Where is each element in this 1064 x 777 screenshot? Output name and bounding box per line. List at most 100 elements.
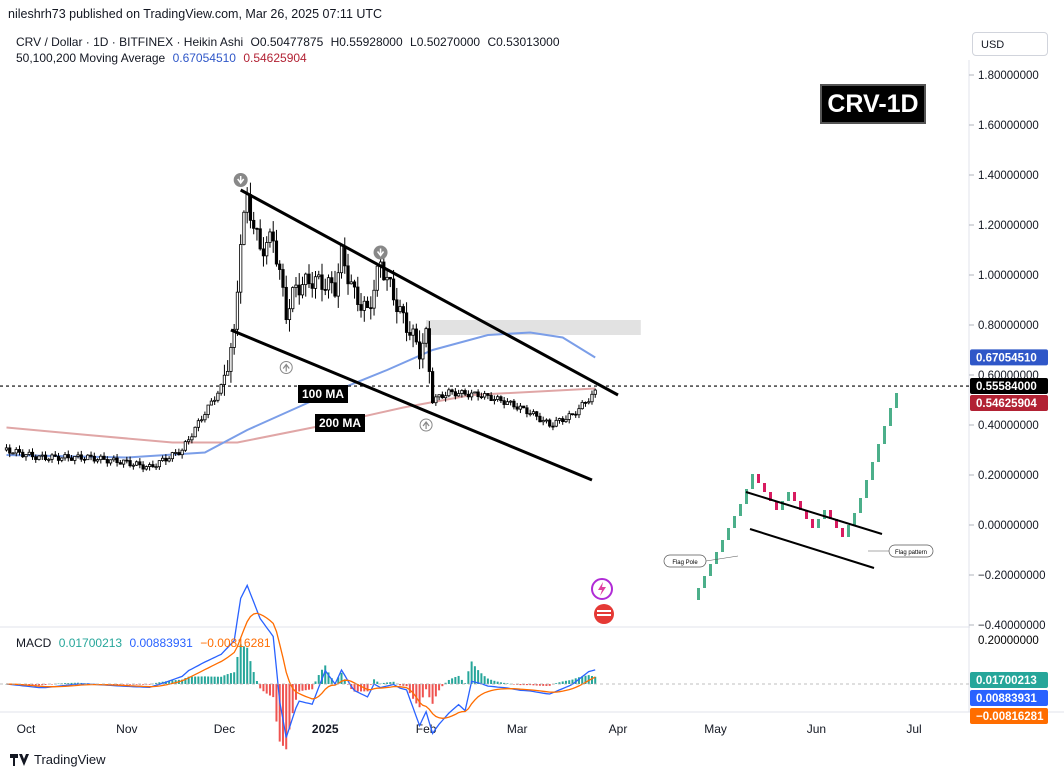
candle-body [444, 395, 448, 399]
macd-hist-bar [587, 675, 590, 684]
candle-body [206, 404, 210, 415]
macd-hist-bar [590, 676, 593, 684]
candle-body [66, 454, 70, 459]
candle-body [557, 418, 562, 421]
candle-body [219, 384, 223, 394]
arrow-up-icon [419, 418, 433, 432]
macd-hist-bar [298, 684, 301, 692]
macd-hist-bar [525, 684, 528, 686]
candle-body [226, 370, 230, 376]
candle-body [372, 289, 376, 309]
candle-body [174, 452, 178, 454]
macd-hist-bar [330, 678, 333, 684]
candle-body [108, 459, 113, 464]
macd-hist-bar [57, 683, 60, 685]
macd-hist-bar [477, 670, 480, 684]
candle-body [255, 227, 259, 230]
macd-hist-bar [220, 676, 223, 684]
inset-bar [769, 492, 772, 501]
candle-body [86, 454, 90, 461]
macd-hist-bar [457, 675, 460, 684]
candle-body [391, 278, 396, 301]
time-axis: Oct Nov Dec 2025 Feb Mar Apr May Jun Jul [17, 722, 922, 736]
flag-pattern-inset [697, 393, 898, 600]
y-tick-label: 1.40000000 [978, 170, 1039, 182]
price-tag [970, 349, 1048, 366]
candle-body [470, 392, 474, 398]
candle-body [408, 332, 412, 336]
candle-body [512, 400, 516, 408]
macd-hist-bar [564, 680, 567, 684]
macd-hist-bar [187, 676, 190, 684]
macd-hist-bar [441, 684, 444, 687]
inset-bar [889, 408, 892, 426]
candle-body [154, 466, 158, 469]
candle-body [544, 419, 549, 422]
signal-value: 0.00883931 [129, 636, 193, 650]
macd-hist-bar [301, 684, 304, 691]
macd-hist-bar [311, 684, 314, 690]
y-tick-label: 1.80000000 [978, 70, 1039, 82]
x-tick-label: Dec [214, 722, 235, 736]
currency-selector[interactable]: USD [972, 32, 1048, 56]
price-tag-label: 0.55584000 [976, 381, 1037, 393]
macd-hist-bar [425, 684, 428, 690]
candle-body [466, 393, 470, 398]
macd-hist-bar [483, 676, 486, 684]
candle-body [343, 245, 347, 267]
candle-body [134, 461, 139, 466]
candle-body [190, 436, 194, 441]
macd-hist-bar [200, 676, 203, 684]
macd-hist-bar [275, 684, 278, 722]
inset-bar [883, 426, 886, 444]
macd-hist-bar [70, 682, 73, 684]
macd-hist-bar [584, 675, 587, 684]
macd-hist-bar [392, 681, 395, 684]
inset-bar [703, 576, 706, 588]
resistance-zone [426, 320, 641, 335]
candle-body [401, 306, 405, 314]
candle-body [404, 312, 409, 333]
candle-body [232, 328, 236, 348]
candle-body [112, 457, 116, 461]
macd-hist-bar [571, 679, 574, 684]
macd-hist-bar [496, 681, 499, 684]
candle-body [593, 389, 597, 395]
ma100-value: 0.67054510 [172, 51, 236, 65]
candle-body [21, 451, 25, 458]
macd-hist-bar [558, 682, 561, 684]
candle-body [274, 240, 279, 265]
tradingview-logo[interactable]: TradingView [10, 752, 106, 767]
macd-hist-bar [158, 682, 161, 684]
ma-indicator-label[interactable]: 50,100,200 Moving Average [16, 51, 166, 65]
macd-hist-bar [155, 682, 158, 684]
macd-hist-bar [473, 666, 476, 684]
macd-hist-bar [535, 684, 538, 686]
x-tick-label: 2025 [312, 722, 339, 736]
candle-body [297, 284, 301, 296]
x-tick-label: May [704, 722, 727, 736]
candle-body [304, 273, 308, 286]
macd-hist-bar [444, 682, 447, 684]
candle-body [509, 400, 513, 403]
candle-body [40, 454, 44, 457]
candle-body [161, 457, 165, 461]
macd-hist-bar [545, 684, 548, 686]
publisher-line: nileshrh73 published on TradingView.com,… [8, 7, 383, 21]
inset-bar [859, 498, 862, 513]
candle-body [583, 401, 588, 404]
macd-hist-bar [486, 678, 489, 684]
signal-line [6, 612, 596, 719]
macd-label[interactable]: MACD [16, 636, 52, 650]
candle-body [248, 194, 253, 221]
candle-body [125, 459, 129, 462]
symbol-title[interactable]: CRV / Dollar · 1D · BITFINEX · Heikin As… [16, 35, 244, 49]
price-tag [970, 378, 1048, 395]
candle-body [476, 391, 480, 398]
macd-hist-bar [568, 680, 571, 684]
macd-hist-bar [44, 684, 47, 685]
candle-body [515, 406, 519, 410]
arrow-down-icon [233, 173, 248, 187]
candle-body [235, 291, 240, 330]
